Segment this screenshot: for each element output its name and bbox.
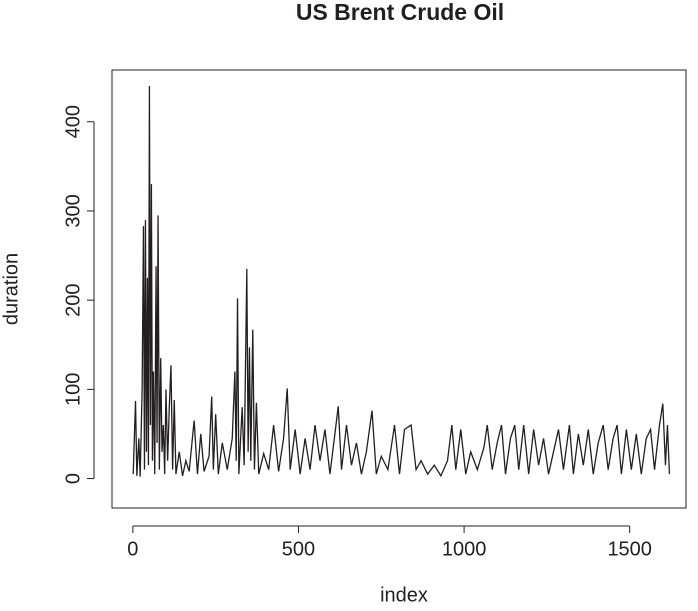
data-line — [132, 86, 671, 478]
y-tick-label: 400 — [62, 105, 84, 138]
y-tick-label: 100 — [62, 373, 84, 406]
x-axis-label: index — [380, 584, 428, 606]
y-tick-label: 300 — [62, 194, 84, 227]
y-tick-label: 0 — [62, 473, 84, 484]
chart-title: US Brent Crude Oil — [296, 0, 504, 25]
plot-frame — [111, 69, 687, 509]
x-tick-label: 500 — [282, 538, 315, 560]
y-tick-label: 200 — [62, 283, 84, 316]
y-axis-label: duration — [0, 253, 22, 325]
x-tick-label: 1000 — [442, 538, 487, 560]
x-tick-label: 0 — [127, 538, 138, 560]
x-tick-label: 1500 — [607, 538, 652, 560]
